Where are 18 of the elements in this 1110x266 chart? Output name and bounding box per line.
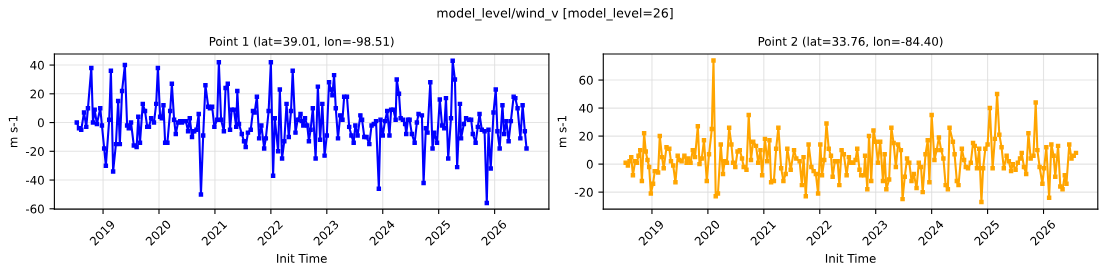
- y-tick-label: 20: [579, 131, 593, 141]
- y-axis-title: m s-1: [8, 116, 18, 148]
- y-tick-label: -40: [25, 175, 44, 185]
- chart-title: Point 2 (lat=33.76, lon=-84.40): [758, 36, 943, 48]
- y-tick-label: 40: [579, 103, 593, 113]
- text: model_level/wind_v [model_level=26]: [437, 7, 673, 21]
- y-tick-label: -20: [574, 187, 593, 197]
- x-axis-title: Init Time: [277, 253, 327, 263]
- y-tick-label: -60: [25, 204, 44, 214]
- chart-title: Point 1 (lat=39.01, lon=-98.51): [209, 36, 394, 48]
- y-tick-label: 20: [30, 89, 44, 99]
- y-tick-label: 0: [37, 118, 44, 128]
- y-axis-title: m s-1: [557, 116, 567, 148]
- y-tick-label: 0: [586, 159, 593, 169]
- y-tick-label: 60: [579, 75, 593, 85]
- x-axis-title: Init Time: [825, 253, 876, 263]
- y-tick-label: 40: [30, 60, 44, 70]
- y-tick-label: -20: [25, 147, 44, 156]
